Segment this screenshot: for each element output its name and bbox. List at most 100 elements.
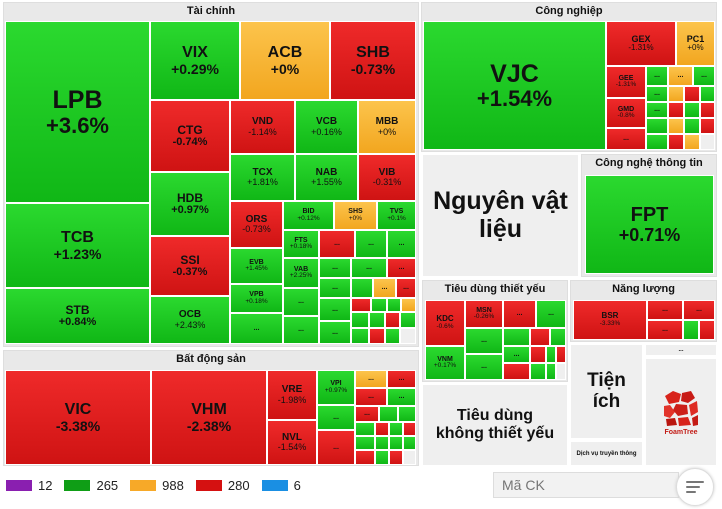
tile-small[interactable] <box>375 436 389 450</box>
tile-small[interactable] <box>385 328 400 344</box>
tile-small[interactable]: ... <box>387 258 416 278</box>
tile-small[interactable]: ... <box>319 278 351 298</box>
tile-small[interactable]: ... <box>646 86 668 102</box>
tile-small[interactable] <box>355 422 375 436</box>
legend-item[interactable]: 265 <box>64 478 118 493</box>
tile-small[interactable] <box>684 102 700 118</box>
tile-vic[interactable]: VIC -3.38% <box>5 370 151 465</box>
tile-small[interactable] <box>700 86 715 102</box>
tile-small[interactable]: ... <box>647 320 683 340</box>
category-other[interactable]: ... <box>645 344 717 356</box>
tile-vpi[interactable]: VPI +0.97% <box>317 370 355 405</box>
tile-small[interactable]: ... <box>387 388 416 406</box>
tile-small[interactable] <box>684 134 700 150</box>
tile-small[interactable] <box>400 328 416 344</box>
tile-small[interactable] <box>400 312 416 328</box>
legend-item[interactable]: 280 <box>195 478 250 493</box>
tile-vjc[interactable]: VJC +1.54% <box>423 21 606 150</box>
tile-vcb[interactable]: VCB +0.16% <box>295 100 358 154</box>
tile-small[interactable]: ... <box>668 66 693 86</box>
tile-small[interactable] <box>530 346 546 363</box>
tile-vix[interactable]: VIX +0.29% <box>150 21 240 100</box>
tile-small[interactable]: ... <box>319 298 351 321</box>
tile-shb[interactable]: SHB -0.73% <box>330 21 416 100</box>
tile-small[interactable]: ... <box>387 370 416 388</box>
tile-small[interactable]: ... <box>647 300 683 320</box>
tile-small[interactable]: ... <box>373 278 396 298</box>
tile-small[interactable] <box>700 134 715 150</box>
tile-tvs[interactable]: TVS +0.1% <box>377 201 416 230</box>
tile-small[interactable]: ... <box>355 370 387 388</box>
tile-small[interactable] <box>389 436 403 450</box>
category-telecom[interactable]: Dịch vụ truyền thông <box>570 441 643 466</box>
tile-evb[interactable]: EVB +1.45% <box>230 248 283 284</box>
tile-ctg[interactable]: CTG -0.74% <box>150 100 230 172</box>
tile-shs[interactable]: SHS +0% <box>334 201 377 230</box>
tile-vre[interactable]: VRE -1.98% <box>267 370 317 420</box>
tile-small[interactable]: ... <box>283 288 319 316</box>
tile-small[interactable] <box>530 328 550 346</box>
tile-fts[interactable]: FTS +0.18% <box>283 230 319 258</box>
tile-small[interactable]: ... <box>606 128 646 150</box>
tile-small[interactable] <box>550 328 566 346</box>
legend-item[interactable]: 12 <box>6 478 52 493</box>
tile-small[interactable] <box>546 346 556 363</box>
tile-small[interactable]: ... <box>503 300 536 328</box>
tile-small[interactable] <box>668 118 684 134</box>
tile-small[interactable]: ... <box>230 313 283 344</box>
tile-gex[interactable]: GEX -1.31% <box>606 21 676 66</box>
tile-small[interactable] <box>387 298 401 312</box>
tile-small[interactable] <box>389 450 403 465</box>
tile-hdb[interactable]: HDB +0.97% <box>150 172 230 236</box>
tile-msn[interactable]: MSN -0.26% <box>465 300 503 328</box>
tile-small[interactable] <box>503 328 530 346</box>
tile-small[interactable] <box>369 328 385 344</box>
tile-small[interactable] <box>371 298 387 312</box>
tile-small[interactable] <box>530 363 546 380</box>
category-materials[interactable]: Nguyên vật liệu <box>422 154 579 277</box>
tile-ors[interactable]: ORS -0.73% <box>230 201 283 248</box>
tile-tcb[interactable]: TCB +1.23% <box>5 203 150 288</box>
tile-small[interactable] <box>375 450 389 465</box>
tile-small[interactable]: ... <box>465 328 503 354</box>
tile-nab[interactable]: NAB +1.55% <box>295 154 358 201</box>
tile-small[interactable] <box>646 134 668 150</box>
tile-fpt[interactable]: FPT +0.71% <box>585 175 714 274</box>
tile-nvl[interactable]: NVL -1.54% <box>267 420 317 465</box>
tile-vnd[interactable]: VND -1.14% <box>230 100 295 154</box>
tile-ocb[interactable]: OCB +2.43% <box>150 296 230 344</box>
tile-small[interactable] <box>355 450 375 465</box>
tile-small[interactable]: ... <box>317 430 355 465</box>
tile-small[interactable]: ... <box>351 258 387 278</box>
tile-small[interactable]: ... <box>319 230 355 258</box>
tile-gmd[interactable]: GMD -0.8% <box>606 98 646 128</box>
tile-stb[interactable]: STB +0.84% <box>5 288 150 344</box>
tile-small[interactable]: ... <box>465 354 503 380</box>
tile-small[interactable] <box>375 422 389 436</box>
tile-small[interactable] <box>683 320 699 340</box>
tile-mbb[interactable]: MBB +0% <box>358 100 416 154</box>
tile-small[interactable] <box>401 298 416 312</box>
tile-small[interactable] <box>403 436 416 450</box>
tile-small[interactable]: ... <box>387 230 416 258</box>
menu-button[interactable] <box>676 468 714 506</box>
tile-small[interactable] <box>699 320 715 340</box>
tile-small[interactable] <box>351 328 369 344</box>
tile-tcx[interactable]: TCX +1.81% <box>230 154 295 201</box>
tile-small[interactable] <box>700 102 715 118</box>
tile-vpb[interactable]: VPB +0.18% <box>230 284 283 313</box>
tile-vhm[interactable]: VHM -2.38% <box>151 370 267 465</box>
tile-small[interactable]: ... <box>319 321 351 344</box>
tile-small[interactable] <box>351 278 373 298</box>
tile-small[interactable] <box>379 406 398 422</box>
tile-acb[interactable]: ACB +0% <box>240 21 330 100</box>
tile-small[interactable] <box>403 450 416 465</box>
tile-small[interactable] <box>668 134 684 150</box>
tile-pc1[interactable]: PC1 +0% <box>676 21 715 66</box>
tile-small[interactable]: ... <box>536 300 566 328</box>
tile-vab[interactable]: VAB +2.25% <box>283 258 319 288</box>
tile-kdc[interactable]: KDC -0.6% <box>425 300 465 346</box>
tile-gee[interactable]: GEE -1.31% <box>606 66 646 98</box>
tile-small[interactable] <box>351 312 369 328</box>
tile-small[interactable]: ... <box>355 388 387 406</box>
